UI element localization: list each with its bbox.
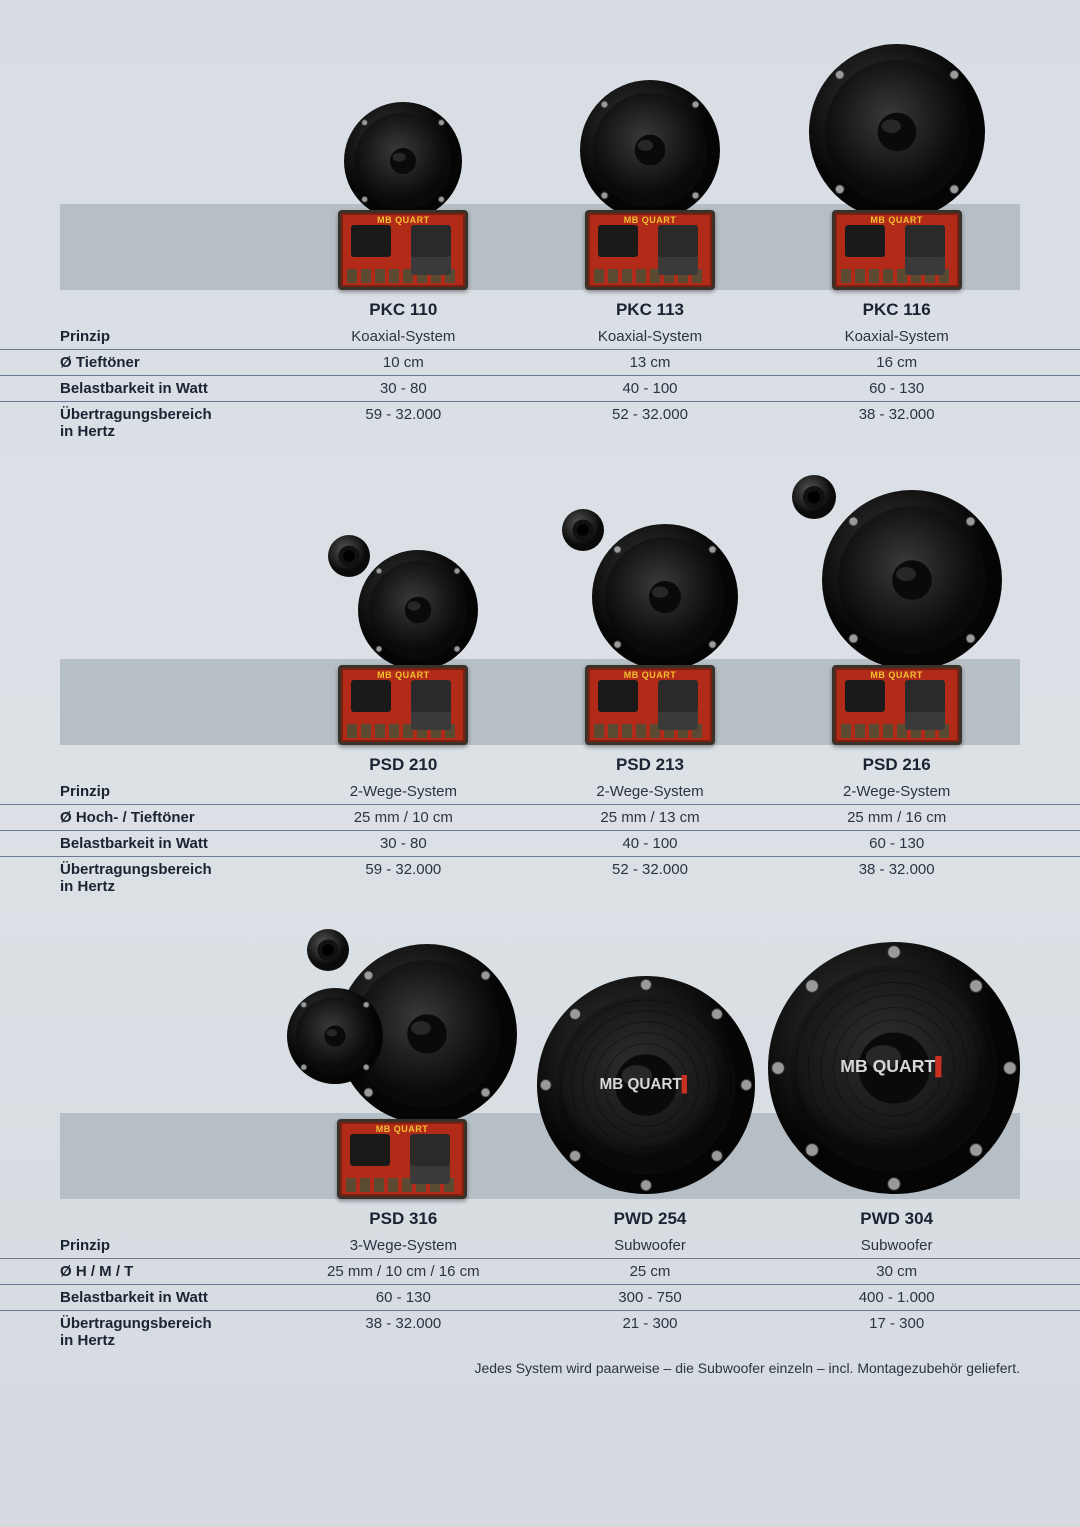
- spec-value: 38 - 32.000: [773, 406, 1020, 441]
- product-model: PKC 110: [280, 300, 527, 320]
- product-image-cell: MB QUART▌: [524, 929, 768, 1199]
- model-row: PSD 316PWD 254PWD 304: [0, 1199, 1080, 1233]
- product-model: PWD 304: [773, 1209, 1020, 1229]
- spec-value: 38 - 32.000: [280, 1315, 527, 1350]
- spec-value: 21 - 300: [527, 1315, 774, 1350]
- crossover-image: MB QUART: [832, 665, 962, 745]
- product-model: PSD 210: [280, 755, 527, 775]
- spec-value: 60 - 130: [773, 380, 1020, 397]
- product-model: PSD 213: [527, 755, 774, 775]
- model-row: PSD 210PSD 213PSD 216: [0, 745, 1080, 779]
- crossover-image: MB QUART: [338, 665, 468, 745]
- product-image-cell: MB QUART▌: [768, 929, 1020, 1199]
- spec-value: Koaxial-System: [773, 328, 1020, 345]
- spec-value: 52 - 32.000: [527, 861, 774, 896]
- spec-label: Ø H / M / T: [60, 1263, 280, 1280]
- spec-value: 30 cm: [773, 1263, 1020, 1280]
- spec-label: Belastbarkeit in Watt: [60, 1289, 280, 1306]
- spec-row: Übertragungsbereichin Hertz59 - 32.00052…: [0, 857, 1080, 900]
- product-section: MB QUART MB QUART MB QUARTPKC 110PKC 113…: [0, 0, 1080, 445]
- spec-value: 3-Wege-System: [280, 1237, 527, 1254]
- spec-value: 25 mm / 16 cm: [773, 809, 1020, 826]
- spec-label: Übertragungsbereichin Hertz: [60, 861, 280, 896]
- product-image-cell: MB QUART: [527, 30, 774, 290]
- spec-value: 30 - 80: [280, 835, 527, 852]
- product-section: MB QUART MB QUART MB Q: [0, 445, 1080, 900]
- spec-value: 59 - 32.000: [280, 406, 527, 441]
- product-model: PSD 316: [280, 1209, 527, 1229]
- spec-row: Belastbarkeit in Watt30 - 8040 - 10060 -…: [0, 831, 1080, 857]
- crossover-image: MB QUART: [585, 665, 715, 745]
- spec-row: Prinzip2-Wege-System2-Wege-System2-Wege-…: [0, 779, 1080, 805]
- spec-value: 13 cm: [527, 354, 774, 371]
- product-model: PKC 113: [527, 300, 774, 320]
- product-model: PWD 254: [527, 1209, 774, 1229]
- spec-label: Übertragungsbereichin Hertz: [60, 406, 280, 441]
- spec-value: 25 mm / 10 cm: [280, 809, 527, 826]
- spec-value: 38 - 32.000: [773, 861, 1020, 896]
- spec-label: Übertragungsbereichin Hertz: [60, 1315, 280, 1350]
- spec-value: 52 - 32.000: [527, 406, 774, 441]
- crossover-image: MB QUART: [832, 210, 962, 290]
- crossover-image: MB QUART: [337, 1119, 467, 1199]
- spec-value: 2-Wege-System: [280, 783, 527, 800]
- crossover-image: MB QUART: [585, 210, 715, 290]
- spec-value: 25 mm / 13 cm: [527, 809, 774, 826]
- crossover-image: MB QUART: [338, 210, 468, 290]
- product-section: MB QUART MB QUART▌ MB QUART▌ PSD 316PWD …: [0, 899, 1080, 1354]
- spec-value: Subwoofer: [773, 1237, 1020, 1254]
- spec-label: Prinzip: [60, 328, 280, 345]
- spec-label: Prinzip: [60, 783, 280, 800]
- svg-text:MB QUART▌: MB QUART▌: [600, 1075, 693, 1094]
- spec-value: 17 - 300: [773, 1315, 1020, 1350]
- spec-value: 60 - 130: [280, 1289, 527, 1306]
- spec-value: Koaxial-System: [527, 328, 774, 345]
- spec-value: 2-Wege-System: [773, 783, 1020, 800]
- product-image-cell: MB QUART: [527, 475, 774, 745]
- product-image-cell: MB QUART: [280, 30, 527, 290]
- footnote: Jedes System wird paarweise – die Subwoo…: [0, 1354, 1080, 1376]
- spec-value: 59 - 32.000: [280, 861, 527, 896]
- spec-value: Koaxial-System: [280, 328, 527, 345]
- spec-label: Belastbarkeit in Watt: [60, 380, 280, 397]
- spec-value: 16 cm: [773, 354, 1020, 371]
- model-row: PKC 110PKC 113PKC 116: [0, 290, 1080, 324]
- spec-value: 10 cm: [280, 354, 527, 371]
- spec-row: Übertragungsbereichin Hertz38 - 32.00021…: [0, 1311, 1080, 1354]
- spec-row: Prinzip3-Wege-SystemSubwooferSubwoofer: [0, 1233, 1080, 1259]
- spec-label: Prinzip: [60, 1237, 280, 1254]
- spec-row: Belastbarkeit in Watt60 - 130300 - 75040…: [0, 1285, 1080, 1311]
- svg-text:MB QUART▌: MB QUART▌: [840, 1055, 947, 1078]
- spec-label: Ø Tieftöner: [60, 354, 280, 371]
- spec-value: 300 - 750: [527, 1289, 774, 1306]
- spec-label: Belastbarkeit in Watt: [60, 835, 280, 852]
- product-image-cell: MB QUART: [773, 30, 1020, 290]
- spec-value: 2-Wege-System: [527, 783, 774, 800]
- spec-value: Subwoofer: [527, 1237, 774, 1254]
- spec-row: Übertragungsbereichin Hertz59 - 32.00052…: [0, 402, 1080, 445]
- product-image-cell: MB QUART: [280, 929, 524, 1199]
- product-image-cell: MB QUART: [280, 475, 527, 745]
- spec-label: Ø Hoch- / Tieftöner: [60, 809, 280, 826]
- spec-value: 40 - 100: [527, 380, 774, 397]
- spec-row: Ø H / M / T25 mm / 10 cm / 16 cm25 cm30 …: [0, 1259, 1080, 1285]
- spec-value: 400 - 1.000: [773, 1289, 1020, 1306]
- spec-row: Ø Tieftöner10 cm13 cm16 cm: [0, 350, 1080, 376]
- spec-row: PrinzipKoaxial-SystemKoaxial-SystemKoaxi…: [0, 324, 1080, 350]
- product-image-cell: MB QUART: [773, 475, 1020, 745]
- spec-value: 30 - 80: [280, 380, 527, 397]
- spec-value: 25 mm / 10 cm / 16 cm: [280, 1263, 527, 1280]
- spec-value: 25 cm: [527, 1263, 774, 1280]
- spec-value: 60 - 130: [773, 835, 1020, 852]
- spec-row: Belastbarkeit in Watt30 - 8040 - 10060 -…: [0, 376, 1080, 402]
- spec-row: Ø Hoch- / Tieftöner25 mm / 10 cm25 mm / …: [0, 805, 1080, 831]
- product-model: PKC 116: [773, 300, 1020, 320]
- spec-value: 40 - 100: [527, 835, 774, 852]
- product-model: PSD 216: [773, 755, 1020, 775]
